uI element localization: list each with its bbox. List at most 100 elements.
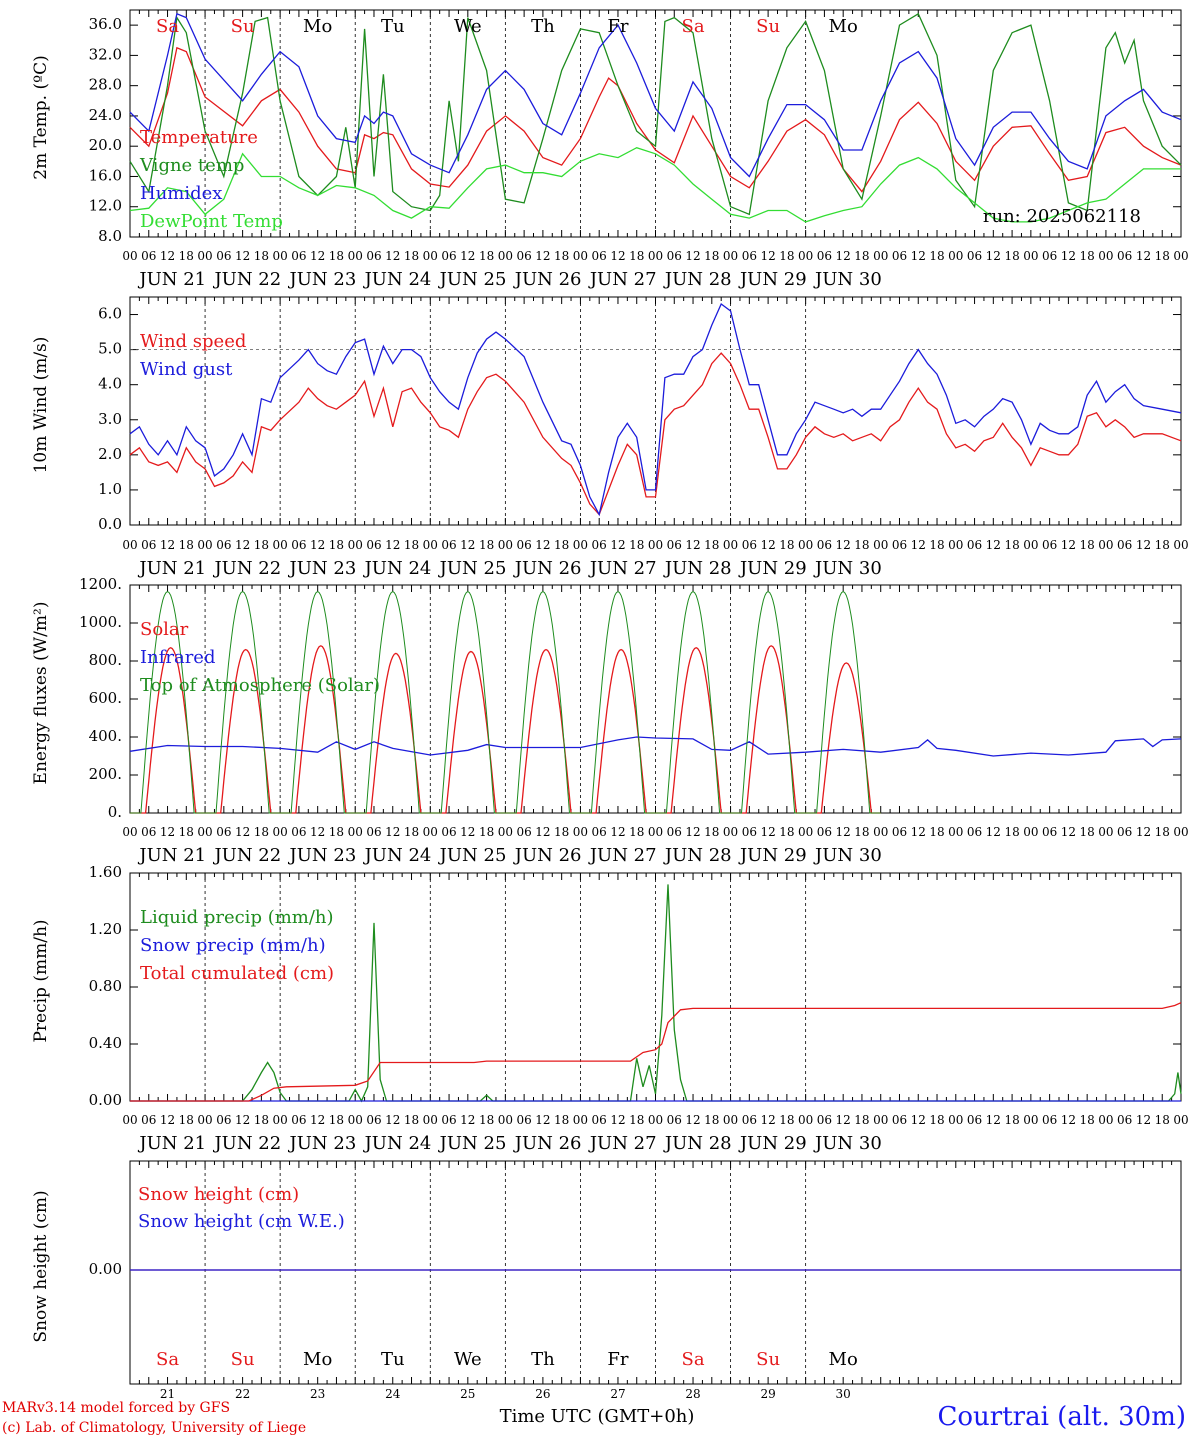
date-label: JUN 26 xyxy=(513,269,582,290)
hour-label: 06 xyxy=(967,249,982,263)
hour-label: 06 xyxy=(1117,825,1132,839)
hour-label: 00 xyxy=(1023,538,1038,552)
date-label: JUN 28 xyxy=(663,269,732,290)
hour-label: 12 xyxy=(911,538,926,552)
hour-label: 12 xyxy=(986,249,1001,263)
legend-vigne-temp: Vigne temp xyxy=(139,155,244,176)
hour-label: 00 xyxy=(873,249,888,263)
hour-label: 06 xyxy=(592,249,607,263)
date-label: JUN 22 xyxy=(212,269,281,290)
date-label: JUN 29 xyxy=(738,269,807,290)
hour-label: 00 xyxy=(498,825,513,839)
hour-label: 00 xyxy=(197,538,212,552)
hour-label: 12 xyxy=(911,249,926,263)
hour-label: 06 xyxy=(141,1113,156,1127)
hour-label: 18 xyxy=(179,1113,194,1127)
hour-label: 12 xyxy=(1136,538,1151,552)
x-axis-title: Time UTC (GMT+0h) xyxy=(499,1406,695,1427)
hour-label: 18 xyxy=(479,249,494,263)
day-name: Fr xyxy=(607,1349,628,1370)
legend-liquid-precip-mm-h-: Liquid precip (mm/h) xyxy=(140,907,334,928)
hour-label: 00 xyxy=(948,249,963,263)
hour-label: 00 xyxy=(348,825,363,839)
day-number: 30 xyxy=(836,1387,851,1400)
date-label: JUN 28 xyxy=(663,558,732,579)
hour-label: 18 xyxy=(179,825,194,839)
hour-label: 06 xyxy=(817,538,832,552)
series-line-total-cumulated-cm- xyxy=(130,1002,1182,1102)
hour-label: 00 xyxy=(573,538,588,552)
run-annotation: run: 2025062118 xyxy=(983,206,1141,227)
hour-label: 06 xyxy=(592,825,607,839)
y-tick-label: 800. xyxy=(89,651,122,669)
day-name: Tu xyxy=(381,16,405,37)
hour-label: 12 xyxy=(685,538,700,552)
hour-label: 06 xyxy=(1117,1113,1132,1127)
date-label: JUN 27 xyxy=(588,558,657,579)
hour-label: 18 xyxy=(254,249,269,263)
hour-label: 12 xyxy=(310,249,325,263)
y-tick-label: 1000. xyxy=(79,613,122,631)
hour-label: 18 xyxy=(329,1113,344,1127)
date-label: JUN 28 xyxy=(663,1133,732,1154)
hour-label: 18 xyxy=(1004,249,1019,263)
y-tick-label: 36.0 xyxy=(89,15,122,33)
hour-label: 18 xyxy=(1004,538,1019,552)
hour-label: 12 xyxy=(535,249,550,263)
hour-label: 06 xyxy=(667,1113,682,1127)
hour-label: 06 xyxy=(892,249,907,263)
hour-label: 00 xyxy=(122,825,137,839)
y-tick-label: 0.0 xyxy=(98,515,122,533)
hour-label: 12 xyxy=(610,1113,625,1127)
hour-label: 00 xyxy=(273,1113,288,1127)
hour-label: 06 xyxy=(1117,249,1132,263)
hour-label: 18 xyxy=(1004,1113,1019,1127)
hour-label: 06 xyxy=(216,1113,231,1127)
hour-label: 00 xyxy=(648,538,663,552)
hour-label: 00 xyxy=(948,825,963,839)
hour-label: 06 xyxy=(516,1113,531,1127)
y-tick-label: 3.0 xyxy=(98,410,122,428)
date-label: JUN 28 xyxy=(663,845,732,866)
hour-label: 06 xyxy=(291,249,306,263)
y-tick-label: 0. xyxy=(108,803,122,821)
hour-label: 18 xyxy=(854,249,869,263)
hour-label: 06 xyxy=(967,1113,982,1127)
hour-label: 18 xyxy=(779,249,794,263)
hour-label: 06 xyxy=(667,538,682,552)
hour-label: 06 xyxy=(516,249,531,263)
day-number: 25 xyxy=(460,1387,475,1400)
hour-label: 00 xyxy=(423,1113,438,1127)
hour-label: 18 xyxy=(404,249,419,263)
hour-label: 18 xyxy=(929,825,944,839)
series-line-wind-speed xyxy=(129,352,1182,516)
hour-label: 06 xyxy=(892,825,907,839)
series-line-temperature xyxy=(129,46,1182,193)
y-tick-label: 28.0 xyxy=(89,76,122,94)
meteogram: 8.0 12.0 16.0 20.0 24.0 28.0 32.0 36.0 2m Temp. … xyxy=(31,9,1189,1400)
legend-wind-speed: Wind speed xyxy=(140,331,246,352)
series-line-humidex xyxy=(129,12,1182,178)
series-line-dewpoint-temp xyxy=(129,146,1181,223)
hour-label: 12 xyxy=(160,249,175,263)
hour-label: 06 xyxy=(1117,538,1132,552)
hour-label: 12 xyxy=(1061,249,1076,263)
y-tick-label: 5.0 xyxy=(98,340,122,358)
hour-label: 12 xyxy=(385,249,400,263)
hour-label: 18 xyxy=(404,538,419,552)
day-name: Mo xyxy=(829,16,858,37)
hour-label: 00 xyxy=(498,249,513,263)
hour-label: 00 xyxy=(498,538,513,552)
y-axis-title: 10m Wind (m/s) xyxy=(31,337,51,474)
hour-label: 18 xyxy=(929,249,944,263)
hour-label: 00 xyxy=(423,249,438,263)
hour-label: 12 xyxy=(610,249,625,263)
legend-humidex: Humidex xyxy=(140,183,222,204)
hour-label: 12 xyxy=(460,249,475,263)
legend-snow-height-cm-: Snow height (cm) xyxy=(138,1184,299,1205)
panel-5: 0.00 Snow height (cm) Snow height (cm) Snow… xyxy=(31,1160,1182,1400)
legend-solar: Solar xyxy=(140,619,189,640)
date-label: JUN 24 xyxy=(363,269,432,290)
hour-label: 18 xyxy=(554,249,569,263)
hour-label: 18 xyxy=(1080,825,1095,839)
